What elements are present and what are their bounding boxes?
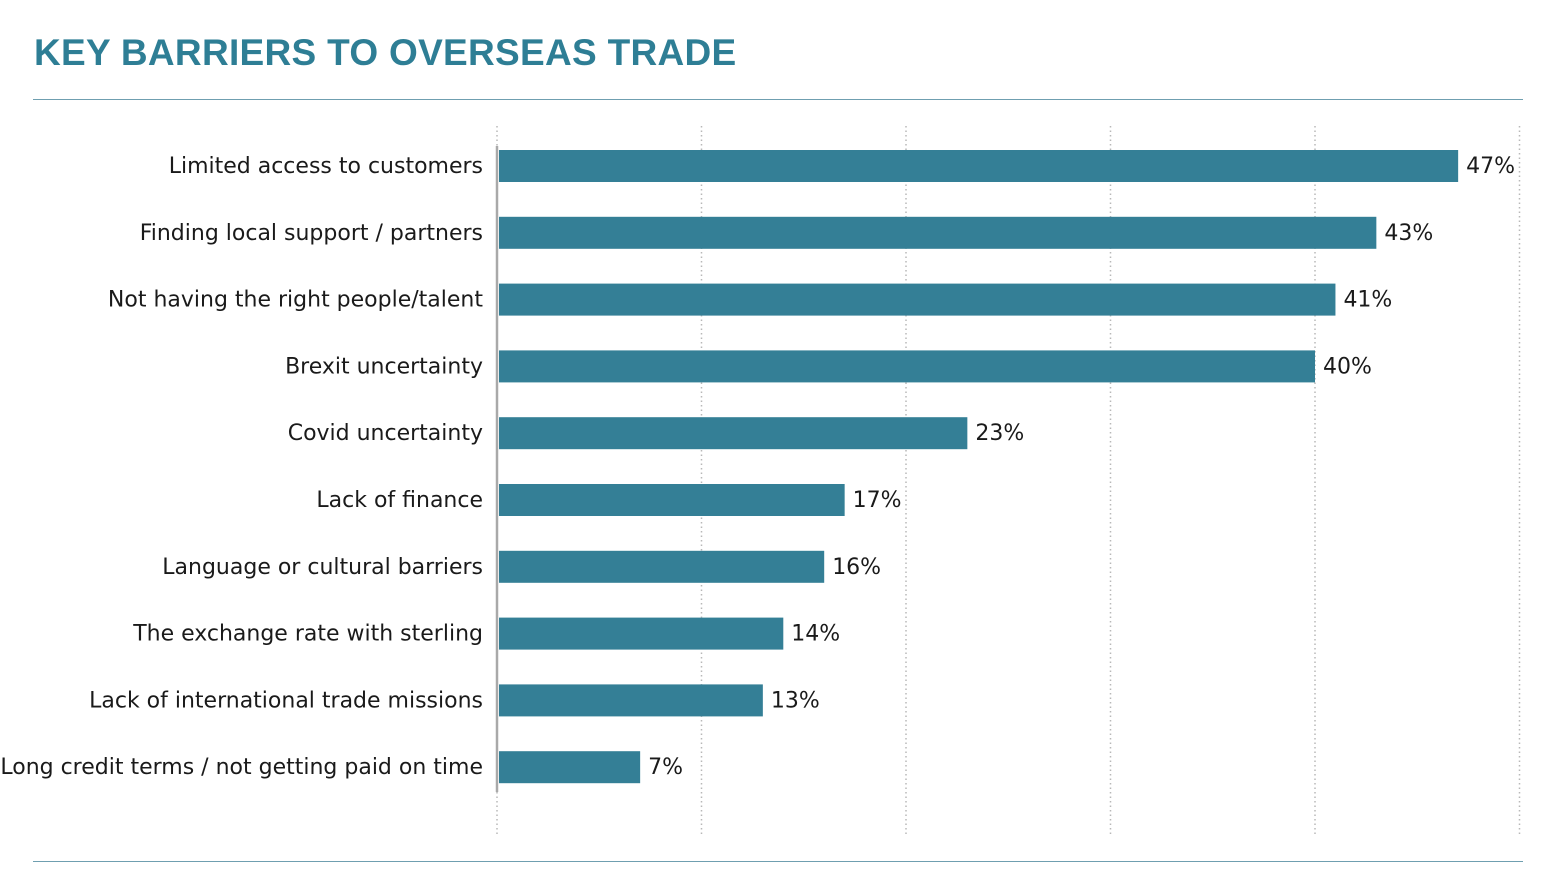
value-label-9: 7% <box>648 755 683 780</box>
category-label-4: Covid uncertainty <box>288 421 483 446</box>
bar-0 <box>499 150 1459 182</box>
bar-1 <box>499 216 1377 249</box>
bar-8 <box>499 684 763 717</box>
bar-2 <box>499 283 1336 316</box>
bar-9 <box>499 751 641 784</box>
value-label-6: 16% <box>832 555 881 580</box>
value-label-1: 43% <box>1384 221 1433 246</box>
category-label-7: The exchange rate with sterling <box>132 622 483 647</box>
value-label-8: 13% <box>771 688 820 713</box>
bar-7 <box>499 617 784 650</box>
page-title: KEY BARRIERS TO OVERSEAS TRADE <box>34 32 737 73</box>
bar-6 <box>499 550 825 583</box>
bar-5 <box>499 484 845 516</box>
top-divider <box>33 99 1523 100</box>
category-label-1: Finding local support / partners <box>140 221 483 246</box>
value-label-2: 41% <box>1343 288 1392 313</box>
bar-3 <box>499 350 1315 383</box>
value-label-3: 40% <box>1323 354 1372 379</box>
category-label-5: Lack of finance <box>316 488 483 513</box>
category-label-2: Not having the right people/talent <box>108 288 483 313</box>
category-label-3: Brexit uncertainty <box>285 354 483 379</box>
category-label-6: Language or cultural barriers <box>162 555 483 580</box>
value-label-7: 14% <box>791 622 840 647</box>
value-label-5: 17% <box>853 488 902 513</box>
bar-4 <box>499 417 968 450</box>
value-label-4: 23% <box>975 421 1024 446</box>
category-label-9: Long credit terms / not getting paid on … <box>0 755 483 780</box>
bottom-divider <box>33 861 1523 862</box>
category-label-0: Limited access to customers <box>169 154 483 179</box>
category-label-8: Lack of international trade missions <box>89 688 483 713</box>
value-label-0: 47% <box>1466 154 1515 179</box>
